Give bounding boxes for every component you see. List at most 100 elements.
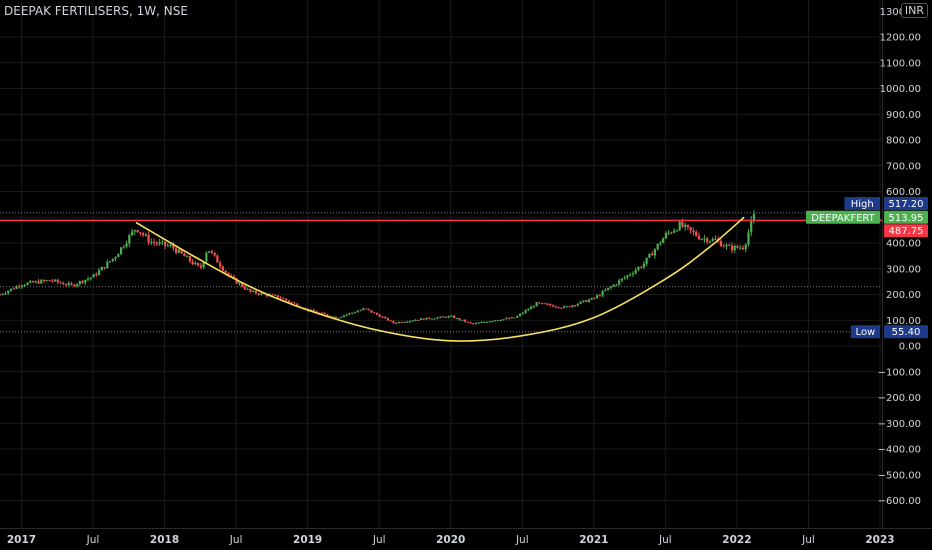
candle-body-177 (485, 321, 489, 323)
candle-body-12 (31, 281, 35, 283)
candle-body-30 (81, 281, 84, 283)
candle-body-180 (494, 320, 497, 322)
y-tick-label-14: −200.00 (878, 393, 921, 404)
candle-body-68 (186, 256, 189, 258)
candle-body-211 (579, 301, 582, 304)
candle-body-263 (722, 246, 725, 248)
candle-body-224 (615, 284, 618, 286)
candle-body-273 (750, 219, 753, 233)
candle-body-117 (320, 312, 324, 314)
candle-body-126 (345, 314, 348, 316)
candle-body-122 (334, 316, 337, 319)
candle-body-45 (122, 246, 125, 248)
candle-body-185 (507, 318, 511, 320)
candle-body-233 (640, 266, 643, 268)
candle-body-212 (582, 300, 585, 302)
candle-body-90 (246, 288, 249, 290)
candle-body-178 (488, 321, 491, 323)
candle-body-167 (458, 318, 461, 320)
candle-body-272 (747, 232, 750, 245)
candle-body-80 (219, 262, 222, 267)
candle-body-213 (585, 300, 588, 302)
candle-body-71 (194, 262, 197, 265)
candle-body-39 (106, 261, 109, 269)
candle-body-238 (653, 249, 657, 256)
candle-body-76 (208, 251, 211, 253)
candle-body-253 (695, 232, 698, 236)
candle-body-73 (199, 265, 202, 268)
y-tick-label-8: 400.00 (886, 239, 921, 250)
high-tag-title-bg (844, 197, 880, 211)
candle-body-179 (491, 320, 494, 322)
x-tick-label-6: 2020 (436, 534, 465, 546)
candle-body-41 (111, 258, 114, 262)
x-tick-label-8: 2021 (579, 534, 608, 546)
candle-body-100 (274, 294, 277, 296)
candle-body-69 (188, 256, 191, 262)
candle-body-158 (433, 318, 436, 320)
candle-body-164 (450, 315, 453, 317)
candle-body-28 (75, 284, 79, 287)
candle-body-82 (224, 270, 227, 273)
candle-body-57 (155, 242, 158, 244)
low-tag-value: 55.40 (892, 327, 921, 338)
y-tick-label-5: 700.00 (886, 161, 921, 172)
currency-selector[interactable]: INR (900, 3, 928, 18)
y-tick-label-6: 600.00 (886, 187, 921, 198)
candle-body-270 (741, 247, 745, 250)
candle-body-25 (67, 283, 70, 286)
candle-body-16 (42, 280, 46, 282)
candle-body-56 (152, 241, 156, 243)
y-tick-label-top: 1300.00 (880, 7, 921, 18)
candle-body-187 (513, 317, 516, 319)
candle-body-153 (419, 318, 423, 321)
candle-body-17 (45, 280, 48, 282)
candle-body-166 (455, 318, 458, 320)
current-price-tag-title: DEEPAKFERT (811, 213, 875, 224)
candle-body-218 (598, 295, 601, 297)
candle-body-81 (221, 266, 224, 271)
x-tick-label-4: 2019 (293, 534, 322, 546)
candle-body-148 (406, 321, 409, 323)
candle-body-77 (210, 251, 213, 253)
high-tag-title: High (851, 199, 874, 210)
y-tick-label-1: 1100.00 (880, 58, 921, 69)
candle-body-222 (609, 286, 612, 288)
candle-body-119 (326, 314, 329, 316)
candle-body-196 (538, 302, 541, 304)
candle-body-9 (23, 284, 26, 286)
candle-body-32 (86, 278, 90, 280)
candle-body-165 (452, 315, 456, 319)
candle-body-62 (169, 245, 172, 247)
candle-body-176 (483, 321, 486, 323)
candle-body-53 (144, 234, 147, 236)
candle-body-49 (133, 230, 136, 232)
candle-body-140 (384, 317, 387, 319)
current-price-tag-title-bg (806, 210, 880, 224)
candle-body-157 (430, 318, 434, 320)
candle-body-151 (414, 320, 417, 322)
candle-body-255 (700, 238, 703, 240)
candle-body-243 (667, 232, 670, 234)
candle-body-127 (348, 313, 351, 315)
candle-body-161 (441, 316, 445, 318)
candle-body-248 (681, 221, 684, 227)
candle-body-227 (623, 277, 626, 279)
candle-body-1 (1, 293, 4, 295)
candle-body-27 (73, 284, 76, 287)
candle-body-4 (9, 288, 13, 291)
candle-body-64 (175, 248, 178, 253)
candle-body-137 (375, 312, 379, 315)
candle-body-242 (664, 233, 668, 239)
candle-body-200 (549, 304, 552, 306)
candle-body-149 (408, 320, 412, 322)
candle-body-232 (637, 266, 640, 270)
current-price-tag-value: 513.95 (889, 213, 924, 224)
candle-body-93 (254, 290, 258, 294)
candle-body-174 (477, 322, 480, 324)
candle-body-37 (100, 267, 103, 271)
candle-body-256 (703, 238, 706, 240)
candle-body-99 (271, 294, 274, 296)
candle-body-128 (351, 312, 354, 314)
